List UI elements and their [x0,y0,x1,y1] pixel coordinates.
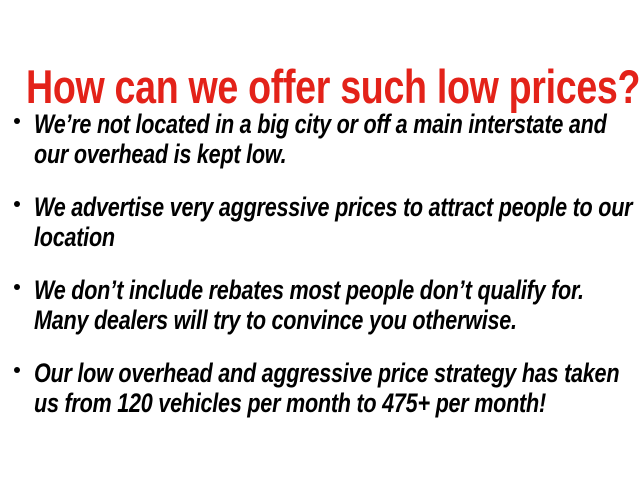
bullet-item-3: We don’t include rebates most people don… [12,275,640,335]
bullet-point-icon [14,367,20,373]
bullet-list: We’re not located in a big city or off a… [12,109,640,418]
slide-title: How can we offer such low prices? [26,60,640,114]
bullet-item-1: We’re not located in a big city or off a… [12,109,640,169]
bullet-item-2: We advertise very aggressive prices to a… [12,192,640,252]
bullet-item-1-text: We’re not located in a big city or off a… [34,109,607,169]
bullet-point-icon [14,118,20,124]
bullet-item-4: Our low overhead and aggressive price st… [12,358,640,418]
bullet-point-icon [14,284,20,290]
bullet-item-3-text: We don’t include rebates most people don… [34,275,584,335]
bullet-item-2-text: We advertise very aggressive prices to a… [34,192,633,252]
bullet-point-icon [14,201,20,207]
bullet-item-4-text: Our low overhead and aggressive price st… [34,358,620,418]
